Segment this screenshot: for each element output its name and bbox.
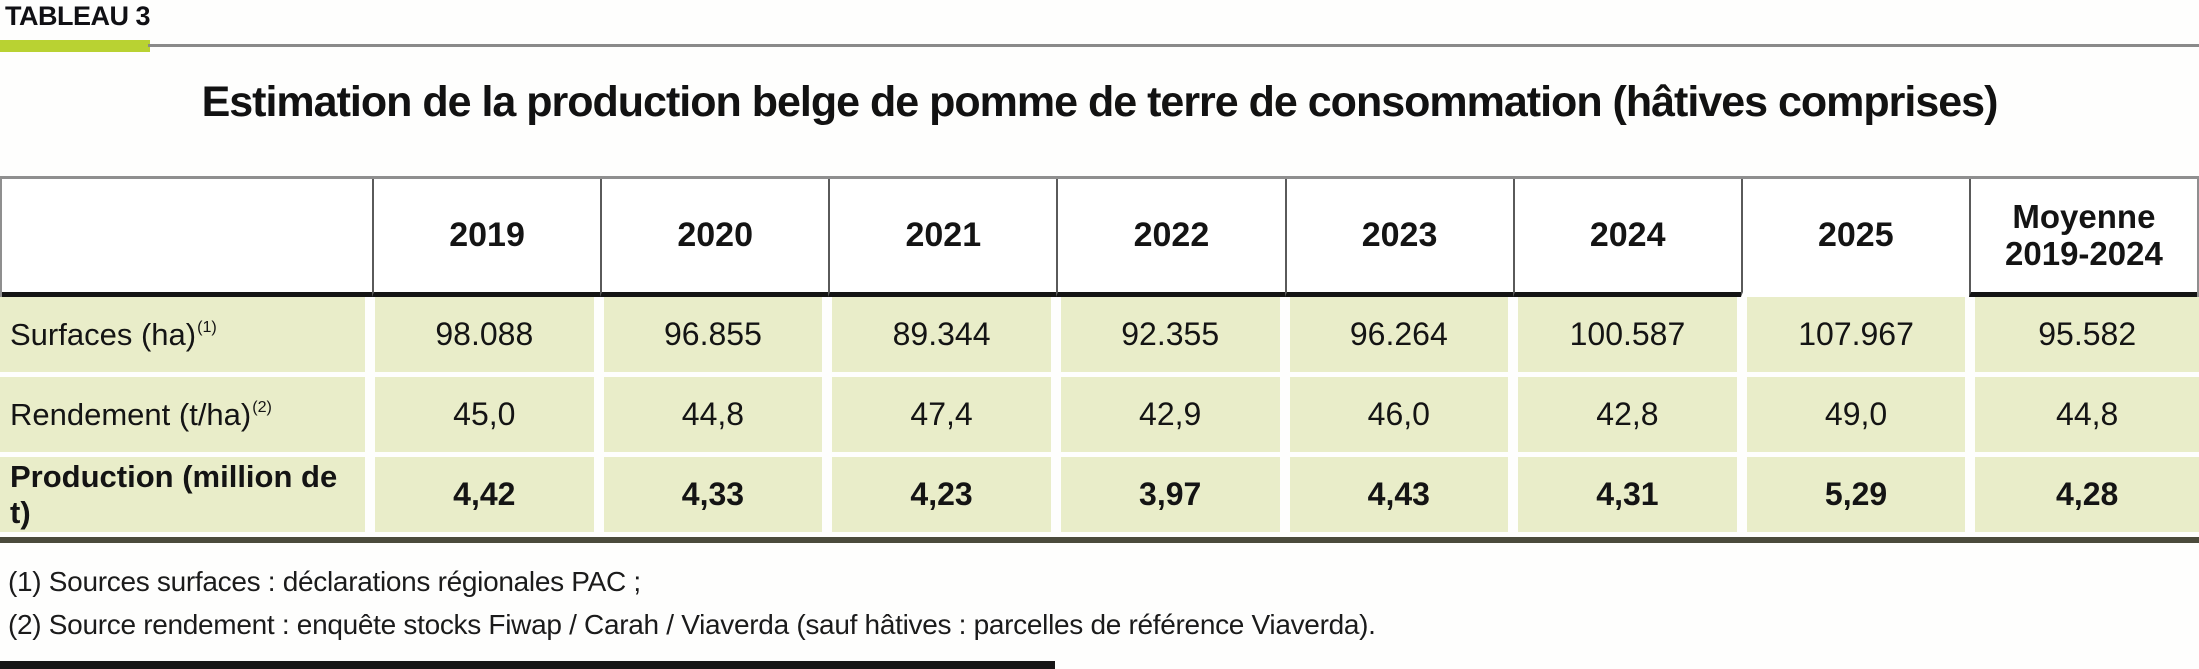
row-label: Production (million de t) [0,457,365,532]
header-year-2025: 2025 [1740,179,1969,297]
cell-value: 107.967 [1746,297,1966,372]
green-accent-bar [0,40,150,52]
cell-value: 44,8 [1975,377,2199,452]
cell-value: 96.855 [603,297,823,372]
row-label-text: Rendement (t/ha) [10,396,252,432]
cell-value: 3,97 [1060,457,1280,532]
row-label-footnote-ref: (2) [252,397,272,416]
cell-value: 4,23 [832,457,1051,532]
table-row-surfaces: Surfaces (ha) (1) 98.088 96.855 89.344 92… [0,297,2199,372]
header-year-2024: 2024 [1512,179,1741,297]
table-row-rendement: Rendement (t/ha) (2) 45,0 44,8 47,4 42,9 … [0,377,2199,452]
header-average: Moyenne 2019-2024 [1968,179,2197,297]
footnotes: (1) Sources surfaces : déclarations régi… [8,560,1376,646]
header-year-2021: 2021 [828,179,1057,297]
cell-value: 44,8 [603,377,823,452]
row-label-footnote-ref: (1) [197,317,217,336]
data-table: 2019 2020 2021 2022 2023 2024 2025 Moyen… [0,176,2199,543]
row-label: Rendement (t/ha) (2) [0,377,365,452]
footnote-1: (1) Sources surfaces : déclarations régi… [8,566,641,597]
table-tag: TABLEAU 3 [5,1,151,31]
cell-value: 100.587 [1518,297,1737,372]
header-year-2019: 2019 [372,179,601,297]
next-section-partial-bar [0,661,1055,669]
header-year-2022: 2022 [1056,179,1285,297]
cell-value: 42,8 [1518,377,1737,452]
header-year-2020: 2020 [600,179,829,297]
horizontal-rule [148,44,2199,47]
cell-value: 47,4 [832,377,1051,452]
cell-value: 4,42 [375,457,594,532]
cell-value: 5,29 [1746,457,1966,532]
row-label-text: Production (million de t) [10,458,338,530]
cell-value: 89.344 [832,297,1051,372]
header-year-2023: 2023 [1284,179,1513,297]
cell-value: 42,9 [1060,377,1280,452]
table-bottom-border [0,537,2199,543]
table-header-row: 2019 2020 2021 2022 2023 2024 2025 Moyen… [0,176,2199,297]
cell-value: 4,43 [1289,457,1509,532]
cell-value: 95.582 [1975,297,2199,372]
row-label: Surfaces (ha) (1) [0,297,365,372]
footnote-2: (2) Source rendement : enquête stocks Fi… [8,609,1376,640]
row-label-text: Surfaces (ha) [10,316,197,352]
table-body: Surfaces (ha) (1) 98.088 96.855 89.344 92… [0,297,2199,532]
header-empty-cell [2,179,372,297]
cell-value: 45,0 [375,377,594,452]
cell-value: 98.088 [375,297,594,372]
table-title: Estimation de la production belge de pom… [201,78,1999,126]
cell-value: 46,0 [1289,377,1509,452]
cell-value: 49,0 [1746,377,1966,452]
cell-value: 96.264 [1289,297,1509,372]
cell-value: 4,28 [1975,457,2199,532]
table-row-production: Production (million de t) 4,42 4,33 4,23… [0,457,2199,532]
cell-value: 92.355 [1060,297,1280,372]
cell-value: 4,31 [1518,457,1737,532]
cell-value: 4,33 [603,457,823,532]
